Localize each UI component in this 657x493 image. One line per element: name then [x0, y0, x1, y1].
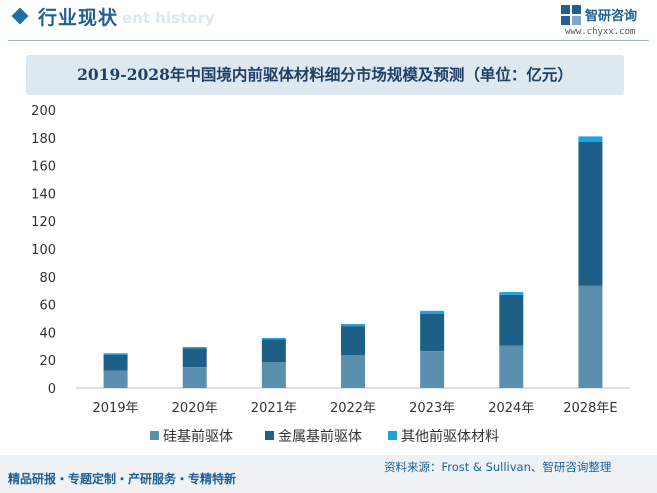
y-tick-label: 180 — [31, 132, 56, 147]
y-tick-label: 140 — [31, 187, 56, 202]
chart: 0 20 40 60 80 100 120 140 160 180 200 2019年 2020年 202… — [31, 104, 630, 445]
bar-2 — [499, 294, 524, 346]
bar-3 — [103, 353, 128, 355]
footer-tagline: 精品研报・专题定制・产研服务・专精特新 — [8, 472, 237, 486]
x-tick-label: 2028年E — [563, 401, 617, 416]
x-tick-label: 2020年 — [172, 401, 218, 416]
bar-1 — [261, 362, 286, 388]
y-tick-label: 60 — [39, 299, 56, 314]
bar-1 — [341, 355, 365, 388]
bar-1 — [499, 345, 524, 388]
bar-3 — [182, 346, 207, 349]
legend-swatch-2 — [265, 431, 274, 440]
logo-url: www.chyxx.com — [565, 27, 636, 37]
logo-icon — [561, 5, 581, 25]
chart-title: 2019-2028年中国境内前驱体材料细分市场规模及预测（单位：亿元） — [77, 65, 573, 84]
bar-3 — [578, 136, 603, 142]
x-tick-label: 2022年 — [330, 401, 376, 416]
section-subtitle: ent history — [122, 9, 215, 27]
header: 行业现状 ent history 智研咨询 www.chyxx.com — [0, 0, 657, 37]
bar-3 — [499, 292, 524, 295]
bar-2 — [341, 326, 365, 356]
y-tick-label: 160 — [31, 160, 56, 175]
section-title: 行业现状 — [38, 7, 119, 29]
bar-2 — [261, 339, 286, 363]
footer-bar — [0, 455, 657, 493]
bar-2 — [578, 141, 603, 286]
y-tick-label: 20 — [39, 354, 56, 369]
legend-label: 其他前驱体材料 — [401, 428, 499, 445]
bar-3 — [261, 337, 286, 340]
x-tick-label: 2019年 — [93, 401, 139, 416]
bar-2 — [182, 348, 207, 368]
bar-2 — [103, 354, 128, 371]
bar-3 — [420, 310, 445, 314]
y-tick-label: 0 — [48, 382, 56, 397]
logo-text: 智研咨询 — [585, 9, 638, 24]
bar-1 — [420, 351, 445, 388]
y-tick-label: 80 — [39, 271, 56, 286]
y-tick-label: 200 — [31, 104, 56, 119]
legend-swatch-1 — [150, 431, 159, 440]
source-note: 资料来源：Frost & Sullivan、智研咨询整理 — [384, 460, 612, 474]
divider — [8, 40, 649, 41]
chart-title-bar — [26, 55, 624, 95]
bar-1 — [182, 367, 207, 388]
bar-1 — [578, 285, 603, 388]
bar-3 — [341, 324, 365, 327]
legend-label: 硅基前驱体 — [163, 428, 233, 445]
x-tick-label: 2023年 — [409, 401, 455, 416]
y-tick-label: 40 — [39, 326, 56, 341]
bar-2 — [420, 313, 445, 352]
x-tick-label: 2021年 — [251, 401, 297, 416]
bar-1 — [103, 370, 128, 388]
x-tick-label: 2024年 — [488, 401, 534, 416]
legend-label: 金属基前驱体 — [278, 428, 362, 445]
legend-swatch-3 — [388, 431, 397, 440]
y-tick-label: 120 — [31, 215, 56, 230]
y-tick-label: 100 — [31, 243, 56, 258]
